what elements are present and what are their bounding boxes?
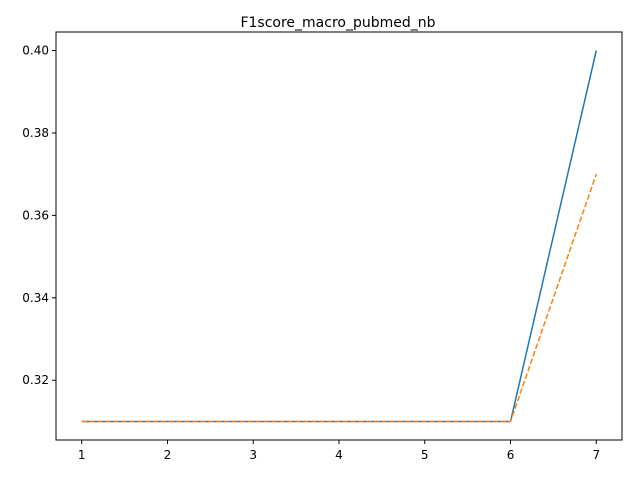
y-tick-label: 0.40 (22, 44, 49, 58)
plot-frame (55, 31, 623, 441)
x-tick-label: 7 (592, 448, 600, 462)
x-tick-label: 4 (335, 448, 343, 462)
y-axis: 0.32 0.34 0.36 0.38 0.40 (22, 44, 56, 387)
series-layer (81, 50, 598, 423)
y-tick-label: 0.36 (22, 208, 49, 222)
x-axis: 1 2 3 4 5 6 7 (78, 440, 600, 462)
series-line-2 (81, 173, 597, 423)
x-tick-label: 5 (421, 448, 429, 462)
y-tick-label: 0.32 (22, 373, 49, 387)
x-tick-label: 6 (507, 448, 515, 462)
y-tick-label: 0.38 (22, 126, 49, 140)
chart-title: F1score_macro_pubmed_nb (240, 15, 435, 31)
series-line-1 (81, 50, 598, 423)
x-tick-label: 2 (164, 448, 172, 462)
x-tick-label: 3 (249, 448, 257, 462)
y-tick-label: 0.34 (22, 291, 49, 305)
x-tick-label: 1 (78, 448, 86, 462)
